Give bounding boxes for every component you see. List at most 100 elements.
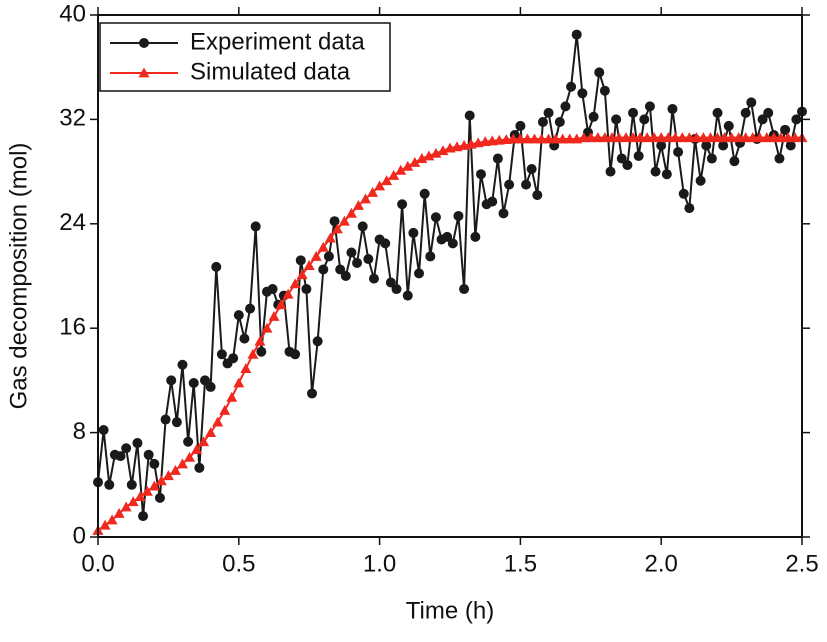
triangle-marker — [430, 147, 442, 158]
circle-marker — [560, 101, 571, 112]
circle-marker — [408, 227, 419, 238]
triangle-marker — [592, 132, 604, 143]
circle-marker — [763, 107, 774, 118]
triangle-marker — [712, 132, 724, 143]
circle-marker — [346, 247, 357, 258]
triangle-marker — [536, 133, 548, 144]
triangle-marker — [162, 470, 174, 481]
triangle-marker — [683, 132, 695, 143]
circle-marker — [712, 107, 723, 118]
triangle-marker — [557, 133, 569, 144]
circle-marker — [425, 251, 436, 262]
series-line — [97, 136, 802, 532]
circle-marker — [639, 114, 650, 125]
circle-marker — [661, 169, 672, 180]
y-tick-label: 8 — [73, 418, 86, 445]
circle-marker — [616, 153, 627, 164]
triangle-marker — [409, 156, 421, 167]
triangle-marker — [367, 186, 379, 197]
circle-marker — [577, 88, 588, 99]
triangle-marker — [219, 404, 231, 415]
triangle-marker — [226, 391, 238, 402]
circle-marker — [718, 140, 729, 151]
circle-marker — [216, 349, 227, 360]
triangle-marker — [768, 132, 780, 143]
circle-marker — [335, 264, 346, 275]
circle-marker — [588, 111, 599, 122]
triangle-marker — [289, 278, 301, 289]
circle-marker — [397, 199, 408, 210]
triangle-marker — [690, 132, 702, 143]
triangle-marker — [198, 436, 210, 447]
circle-marker — [701, 140, 712, 151]
circle-marker — [594, 67, 605, 78]
circle-marker — [233, 310, 244, 321]
triangle-marker — [345, 207, 357, 218]
circle-marker — [684, 203, 695, 214]
circle-marker — [368, 273, 379, 284]
triangle-marker — [275, 299, 287, 310]
triangle-marker — [726, 132, 738, 143]
triangle-marker — [282, 288, 294, 299]
circle-marker — [228, 353, 239, 364]
triangle-marker — [169, 464, 181, 475]
circle-marker — [323, 251, 334, 262]
circle-marker — [554, 117, 565, 128]
circle-marker — [498, 208, 509, 219]
triangle-marker — [704, 132, 716, 143]
circle-marker — [447, 238, 458, 249]
y-tick-label: 24 — [59, 209, 86, 236]
circle-marker — [188, 378, 199, 389]
circle-marker — [628, 107, 639, 118]
triangle-marker — [99, 519, 111, 530]
circle-marker — [532, 190, 543, 201]
triangle-marker — [113, 508, 125, 518]
triangle-marker — [521, 133, 533, 144]
triangle-marker — [669, 132, 681, 143]
triangle-marker — [761, 132, 773, 143]
x-axis-label: Time (h) — [406, 597, 494, 624]
circle-marker — [515, 120, 526, 131]
circle-marker — [492, 153, 503, 164]
circle-marker — [290, 349, 301, 360]
circle-marker — [132, 438, 143, 449]
plot-frame — [97, 14, 803, 538]
x-tick-label: 2.0 — [645, 550, 678, 577]
circle-marker — [504, 179, 515, 190]
circle-marker — [154, 492, 165, 503]
circle-marker — [464, 110, 475, 121]
circle-marker — [566, 81, 577, 92]
triangle-marker — [423, 150, 435, 161]
circle-marker — [200, 375, 211, 386]
circle-marker — [442, 231, 453, 242]
circle-marker — [543, 107, 554, 118]
triangle-marker — [148, 480, 160, 491]
circle-marker — [706, 153, 717, 164]
circle-marker — [256, 346, 267, 357]
circle-marker — [780, 124, 791, 135]
triangle-marker — [247, 348, 259, 359]
circle-marker — [312, 336, 323, 347]
triangle-marker — [233, 377, 245, 388]
triangle-marker — [676, 132, 688, 143]
circle-marker — [380, 238, 391, 249]
circle-marker — [419, 188, 430, 199]
circle-marker — [194, 462, 205, 473]
circle-marker — [644, 101, 655, 112]
y-axis-label: Gas decomposition (mol) — [5, 143, 32, 410]
circle-marker — [695, 175, 706, 186]
circle-marker — [250, 221, 261, 232]
circle-marker — [774, 153, 785, 164]
triangle-marker — [641, 132, 653, 143]
x-tick-label: 2.5 — [785, 550, 818, 577]
circle-marker — [740, 107, 751, 118]
circle-marker — [611, 114, 622, 125]
triangle-marker — [655, 132, 667, 143]
circle-marker — [352, 257, 363, 268]
circle-marker — [622, 160, 633, 171]
circle-marker — [599, 85, 610, 96]
triangle-marker — [740, 132, 752, 143]
circle-marker — [245, 303, 256, 314]
triangle-marker — [507, 133, 519, 144]
triangle-marker — [585, 132, 597, 143]
